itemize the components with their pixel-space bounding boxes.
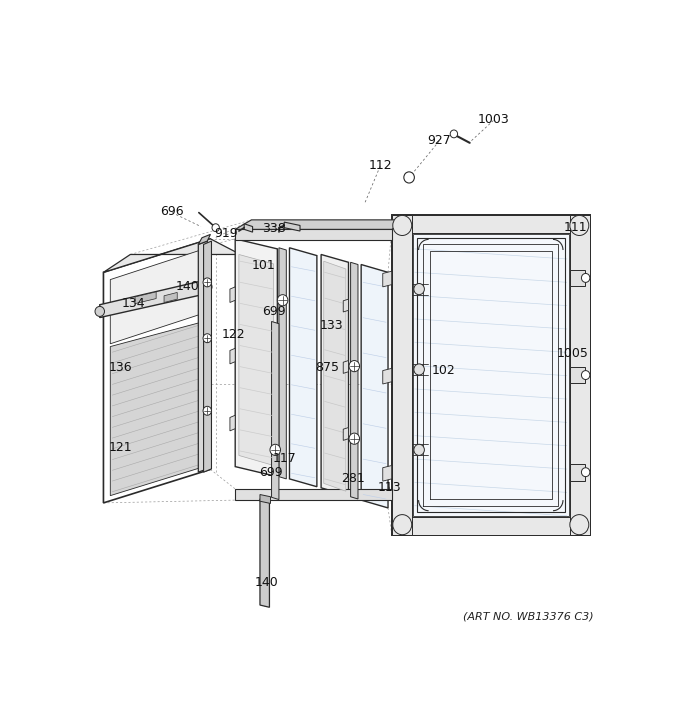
Polygon shape [392, 517, 590, 535]
Polygon shape [383, 465, 392, 481]
Text: 696: 696 [160, 205, 184, 218]
Polygon shape [361, 265, 388, 508]
Circle shape [393, 515, 412, 535]
Polygon shape [324, 261, 346, 491]
Text: 134: 134 [122, 297, 146, 310]
Circle shape [270, 444, 281, 455]
Circle shape [581, 273, 590, 283]
Circle shape [404, 172, 414, 183]
Circle shape [570, 515, 589, 535]
Polygon shape [383, 271, 392, 287]
Circle shape [212, 224, 220, 231]
Circle shape [414, 283, 424, 294]
Polygon shape [343, 299, 348, 312]
Circle shape [349, 360, 360, 372]
Text: 1003: 1003 [477, 113, 509, 126]
Polygon shape [199, 241, 207, 472]
Polygon shape [343, 428, 348, 440]
Polygon shape [235, 220, 409, 229]
Text: 919: 919 [214, 228, 238, 240]
Text: 699: 699 [258, 465, 282, 478]
Text: 121: 121 [109, 441, 133, 454]
Polygon shape [230, 415, 235, 431]
Polygon shape [343, 360, 348, 373]
Circle shape [203, 406, 211, 415]
Circle shape [203, 334, 211, 343]
Polygon shape [260, 499, 269, 608]
Text: 699: 699 [262, 305, 286, 318]
Polygon shape [235, 239, 277, 476]
Text: 117: 117 [272, 452, 296, 465]
Polygon shape [392, 215, 590, 535]
Circle shape [277, 294, 288, 306]
Circle shape [581, 370, 590, 379]
Text: 875: 875 [316, 361, 339, 374]
Polygon shape [103, 239, 241, 273]
Polygon shape [230, 287, 235, 302]
Polygon shape [392, 215, 590, 233]
Circle shape [570, 215, 589, 236]
Polygon shape [239, 254, 273, 465]
Polygon shape [271, 321, 279, 500]
Polygon shape [413, 234, 568, 515]
Text: 122: 122 [222, 328, 245, 341]
Polygon shape [203, 241, 211, 472]
Polygon shape [199, 234, 210, 244]
Circle shape [95, 307, 105, 316]
Text: 111: 111 [563, 221, 587, 234]
Polygon shape [570, 367, 585, 384]
Polygon shape [230, 348, 235, 364]
Polygon shape [321, 254, 348, 496]
Polygon shape [260, 494, 271, 503]
Text: 1005: 1005 [556, 347, 588, 360]
Polygon shape [570, 215, 590, 535]
Polygon shape [235, 229, 392, 240]
Polygon shape [164, 292, 177, 302]
Polygon shape [244, 224, 252, 232]
Text: 140: 140 [255, 576, 279, 589]
Polygon shape [284, 222, 300, 231]
Circle shape [203, 282, 212, 292]
Circle shape [203, 278, 211, 287]
Text: 927: 927 [427, 133, 451, 146]
Text: 133: 133 [320, 320, 343, 333]
Circle shape [581, 468, 590, 476]
Polygon shape [290, 248, 317, 486]
Circle shape [393, 215, 412, 236]
Polygon shape [103, 239, 210, 503]
Polygon shape [235, 489, 392, 500]
Polygon shape [279, 248, 286, 479]
Polygon shape [110, 321, 204, 496]
Text: 136: 136 [109, 361, 133, 374]
Text: 140: 140 [176, 281, 200, 294]
Circle shape [349, 433, 360, 444]
Polygon shape [110, 249, 204, 344]
Circle shape [414, 444, 424, 455]
Polygon shape [135, 292, 156, 304]
Polygon shape [570, 464, 585, 481]
Polygon shape [570, 270, 585, 286]
Circle shape [414, 364, 424, 375]
Polygon shape [392, 215, 412, 535]
Text: 112: 112 [369, 159, 392, 172]
Text: 281: 281 [341, 473, 364, 486]
Text: (ART NO. WB13376 C3): (ART NO. WB13376 C3) [463, 611, 594, 621]
Polygon shape [351, 262, 358, 499]
Polygon shape [383, 368, 392, 384]
Text: 338: 338 [262, 222, 286, 235]
Polygon shape [100, 280, 207, 318]
Circle shape [450, 130, 458, 138]
Text: 101: 101 [251, 259, 275, 272]
Text: 113: 113 [378, 481, 401, 494]
Text: 102: 102 [432, 364, 455, 377]
